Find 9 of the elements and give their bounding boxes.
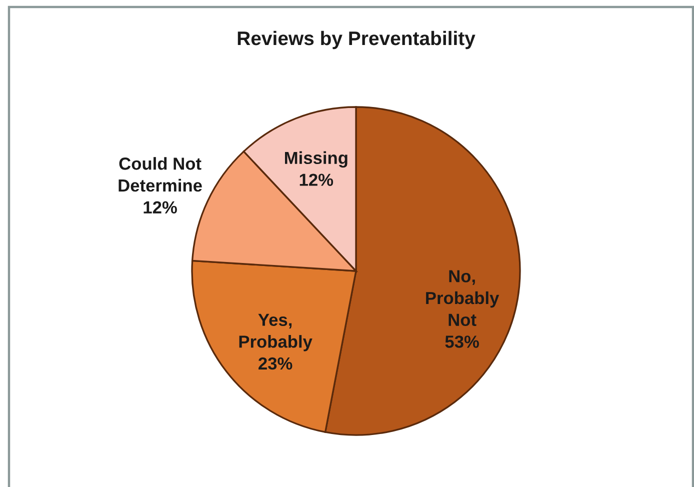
slice-label: Missing (285, 151, 348, 168)
data-label: 12% (300, 174, 334, 186)
data-label: 53% (445, 336, 479, 348)
data-label: 12% (144, 201, 177, 214)
slice-label: Could Not Determine (118, 157, 202, 192)
data-label: 23% (258, 357, 292, 370)
slice-label: No, Probably Not (426, 270, 500, 326)
chart-title: Reviews by Preventability (238, 30, 476, 50)
slice-label: Yes, Probably (239, 314, 312, 352)
